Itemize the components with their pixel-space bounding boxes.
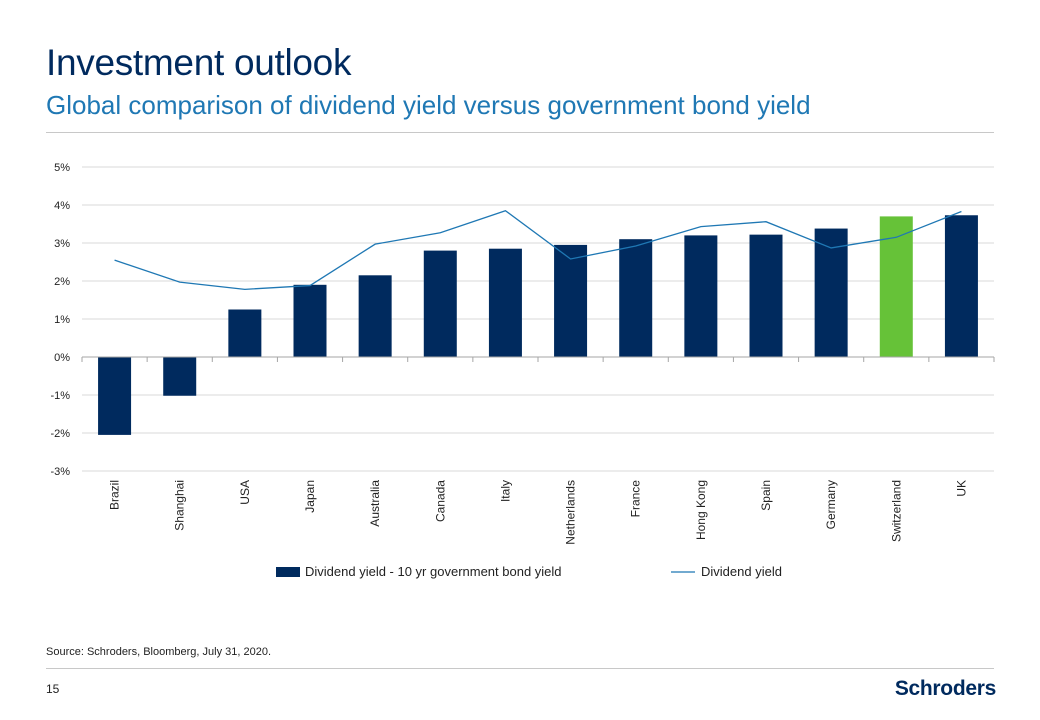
x-category-label: Italy bbox=[498, 480, 512, 502]
page-subtitle: Global comparison of dividend yield vers… bbox=[46, 90, 811, 120]
x-category-label: Brazil bbox=[108, 480, 122, 510]
y-tick-label: -1% bbox=[50, 390, 70, 402]
bar bbox=[814, 228, 848, 357]
y-tick-label: -3% bbox=[50, 466, 70, 478]
y-tick-label: 5% bbox=[54, 162, 70, 174]
bar bbox=[684, 235, 718, 357]
x-category-label: Australia bbox=[368, 480, 382, 527]
x-category-label: Germany bbox=[824, 480, 838, 529]
x-category-label: Netherlands bbox=[564, 480, 578, 545]
page-title: Investment outlook bbox=[46, 42, 352, 83]
x-category-label: France bbox=[629, 480, 643, 518]
page-number: 15 bbox=[46, 682, 60, 696]
x-category-label: Japan bbox=[303, 480, 317, 513]
y-tick-label: 4% bbox=[54, 200, 70, 212]
bar bbox=[293, 284, 327, 357]
x-category-label: Switzerland bbox=[889, 480, 903, 542]
bar bbox=[554, 244, 588, 357]
x-category-label: USA bbox=[238, 480, 252, 505]
bar bbox=[98, 357, 132, 435]
y-tick-label: -2% bbox=[50, 428, 70, 440]
x-category-label: UK bbox=[954, 480, 968, 497]
bar bbox=[944, 215, 978, 357]
legend-bar-swatch bbox=[276, 567, 300, 577]
bar bbox=[619, 239, 653, 357]
legend-line-label: Dividend yield bbox=[701, 564, 782, 579]
y-tick-label: 2% bbox=[54, 276, 70, 288]
bar bbox=[228, 309, 262, 357]
bar bbox=[423, 250, 457, 357]
schroders-logo: Schroders bbox=[894, 677, 996, 700]
bar bbox=[488, 248, 522, 357]
legend-bar-label: Dividend yield - 10 yr government bond y… bbox=[305, 564, 562, 579]
x-category-label: Hong Kong bbox=[694, 480, 708, 540]
bar bbox=[749, 234, 783, 357]
source-note: Source: Schroders, Bloomberg, July 31, 2… bbox=[46, 646, 272, 658]
dividend-yield-line bbox=[114, 209, 962, 291]
y-tick-label: 0% bbox=[54, 352, 70, 364]
x-category-label: Canada bbox=[433, 480, 447, 522]
x-category-label: Spain bbox=[759, 480, 773, 511]
dividend-yield-chart: 5% 4% 3% 2% 1% 0% -1% -2% -3% Brazil Shanghai USA Ja… bbox=[50, 162, 995, 579]
bar bbox=[879, 216, 913, 357]
y-tick-label: 1% bbox=[54, 314, 70, 326]
bar bbox=[163, 357, 197, 396]
header-divider bbox=[46, 132, 994, 133]
x-category-label: Shanghai bbox=[173, 480, 187, 531]
y-tick-label: 3% bbox=[54, 238, 70, 250]
bar bbox=[358, 275, 392, 357]
footer-divider bbox=[46, 668, 994, 669]
